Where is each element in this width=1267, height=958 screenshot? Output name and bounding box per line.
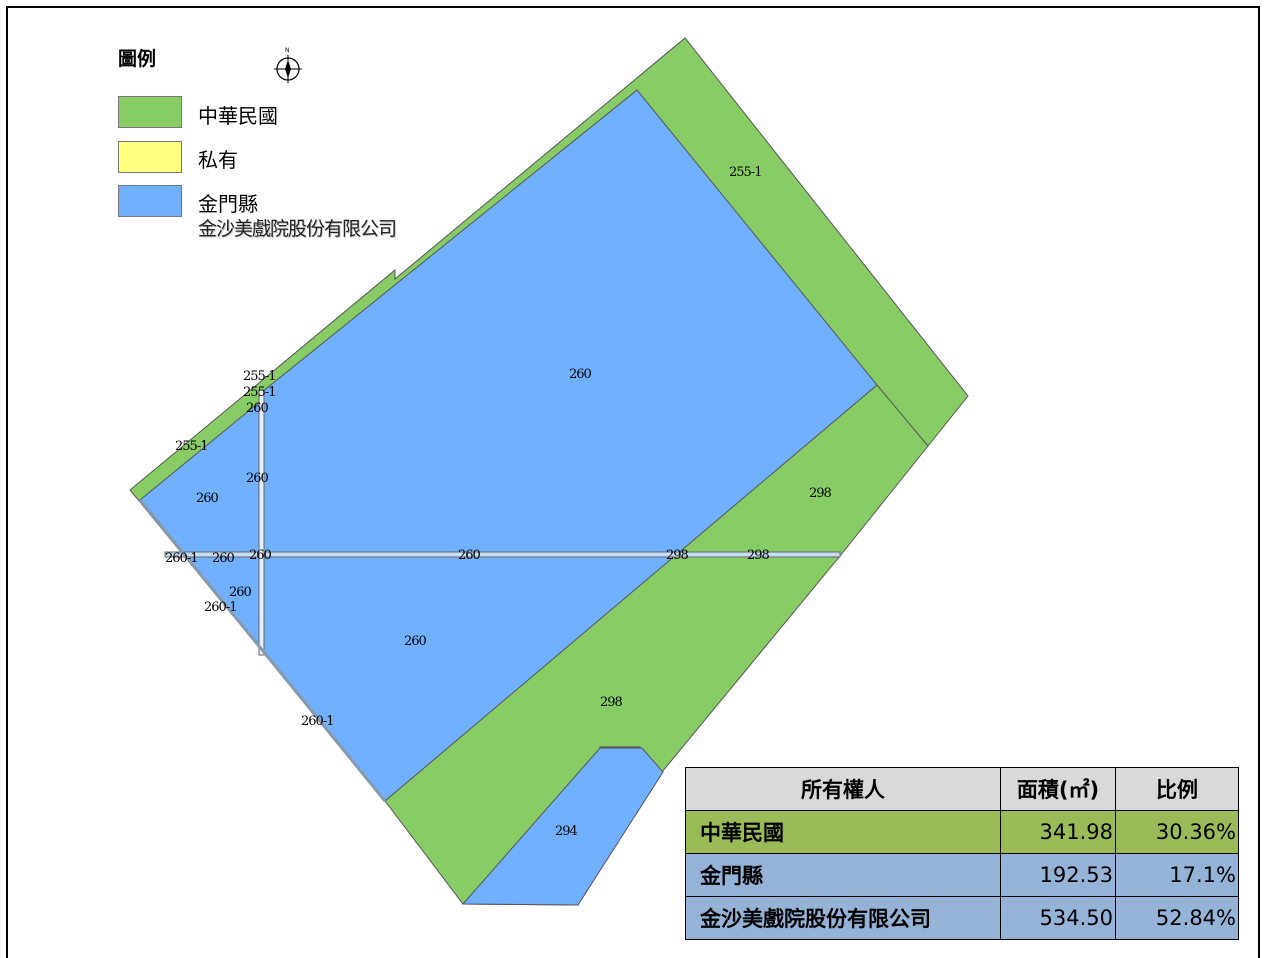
table-row: 金沙美戲院股份有限公司 534.50 52.84% <box>686 897 1239 940</box>
parcel-label: 255-1 <box>175 439 207 454</box>
legend-label-private: 私有 <box>198 144 238 173</box>
parcel-label: 294 <box>555 824 578 839</box>
parcel-label: 260 <box>249 548 272 563</box>
parcel-label: 298 <box>666 548 689 563</box>
ownership-table: 所有權人 面積(㎡) 比例 中華民國 341.98 30.36% 金門縣 192… <box>685 767 1239 940</box>
legend-title: 圖例 <box>118 44 156 71</box>
compass-icon: N <box>274 47 302 83</box>
parcel-label: 260 <box>229 585 252 600</box>
ratio-cell: 30.36% <box>1116 811 1239 854</box>
legend-sublabel: 金沙美戲院股份有限公司 <box>198 214 396 241</box>
legend-label-roc: 中華民國 <box>198 100 278 129</box>
table-row: 金門縣 192.53 17.1% <box>686 854 1239 897</box>
parcel-label: 298 <box>747 548 770 563</box>
parcel-label: 260 <box>246 471 269 486</box>
legend-swatch-private <box>118 141 182 173</box>
owner-cell: 金門縣 <box>686 854 1001 897</box>
parcel-label: 260 <box>212 551 235 566</box>
header-ratio: 比例 <box>1116 768 1239 811</box>
parcel-label: 260 <box>196 491 219 506</box>
parcel-label: 298 <box>809 486 832 501</box>
area-cell: 534.50 <box>1001 897 1116 940</box>
ratio-cell: 52.84% <box>1116 897 1239 940</box>
area-cell: 341.98 <box>1001 811 1116 854</box>
owner-cell: 中華民國 <box>686 811 1001 854</box>
parcel-label: 255-1 <box>729 165 761 180</box>
road-strip-vertical <box>259 390 264 655</box>
parcel-label: 260 <box>569 367 592 382</box>
parcel-label: 260-1 <box>165 551 197 566</box>
parcel-label: 260 <box>404 634 427 649</box>
ratio-cell: 17.1% <box>1116 854 1239 897</box>
table-row: 中華民國 341.98 30.36% <box>686 811 1239 854</box>
area-cell: 192.53 <box>1001 854 1116 897</box>
north-label: N <box>285 47 290 54</box>
owner-cell: 金沙美戲院股份有限公司 <box>686 897 1001 940</box>
table-header-row: 所有權人 面積(㎡) 比例 <box>686 768 1239 811</box>
parcel-label: 260 <box>458 548 481 563</box>
parcel-label: 255-1 <box>243 369 275 384</box>
parcel-label: 255-1 <box>243 385 275 400</box>
parcel-label: 260 <box>246 401 269 416</box>
parcel-label: 298 <box>600 695 623 710</box>
parcel-label: 260-1 <box>204 600 236 615</box>
header-owner: 所有權人 <box>686 768 1001 811</box>
parcel-label: 260-1 <box>301 714 333 729</box>
legend-swatch-county <box>118 185 182 217</box>
header-area: 面積(㎡) <box>1001 768 1116 811</box>
legend-swatch-roc <box>118 96 182 128</box>
legend-label-county: 金門縣 <box>198 188 258 217</box>
